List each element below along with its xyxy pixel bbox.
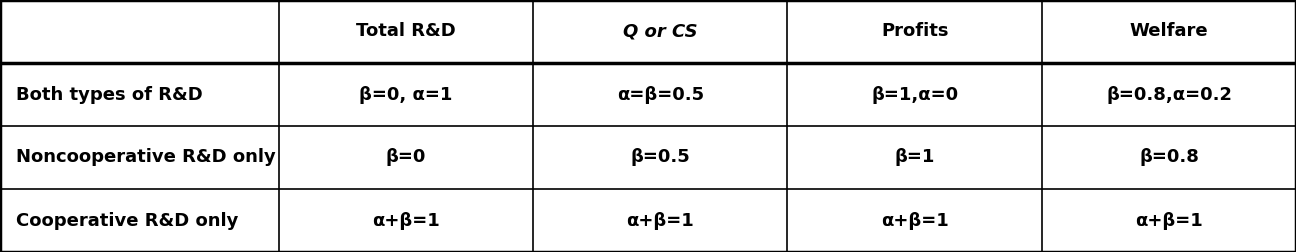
Text: Noncooperative R&D only: Noncooperative R&D only xyxy=(16,148,275,167)
Text: β=0.5: β=0.5 xyxy=(630,148,691,167)
Text: β=1,α=0: β=1,α=0 xyxy=(871,85,958,104)
Text: β=0.8: β=0.8 xyxy=(1139,148,1199,167)
Bar xyxy=(788,189,1042,252)
Text: Both types of R&D: Both types of R&D xyxy=(16,85,202,104)
Text: α=β=0.5: α=β=0.5 xyxy=(617,85,704,104)
Bar xyxy=(0,189,279,252)
Bar xyxy=(788,63,1042,126)
Bar xyxy=(533,189,788,252)
Bar xyxy=(533,63,788,126)
Bar xyxy=(279,189,533,252)
Bar xyxy=(0,0,279,63)
Text: Profits: Profits xyxy=(881,22,949,41)
Bar xyxy=(533,0,788,63)
Text: β=0.8,α=0.2: β=0.8,α=0.2 xyxy=(1105,85,1232,104)
Bar xyxy=(0,126,279,189)
Text: α+β=1: α+β=1 xyxy=(1135,211,1203,230)
Text: α+β=1: α+β=1 xyxy=(881,211,949,230)
Bar xyxy=(0,63,279,126)
Text: Total R&D: Total R&D xyxy=(356,22,456,41)
Text: β=1: β=1 xyxy=(894,148,934,167)
Bar xyxy=(279,126,533,189)
Bar xyxy=(279,0,533,63)
Text: α+β=1: α+β=1 xyxy=(626,211,695,230)
Text: Welfare: Welfare xyxy=(1130,22,1208,41)
Bar xyxy=(1042,126,1296,189)
Bar xyxy=(1042,0,1296,63)
Text: β=0, α=1: β=0, α=1 xyxy=(359,85,452,104)
Bar xyxy=(1042,63,1296,126)
Text: Cooperative R&D only: Cooperative R&D only xyxy=(16,211,238,230)
Bar xyxy=(1042,189,1296,252)
Text: α+β=1: α+β=1 xyxy=(372,211,439,230)
Bar xyxy=(788,0,1042,63)
Bar xyxy=(788,126,1042,189)
Bar xyxy=(533,126,788,189)
Text: Q or CS: Q or CS xyxy=(623,22,697,41)
Bar xyxy=(279,63,533,126)
Text: β=0: β=0 xyxy=(386,148,426,167)
